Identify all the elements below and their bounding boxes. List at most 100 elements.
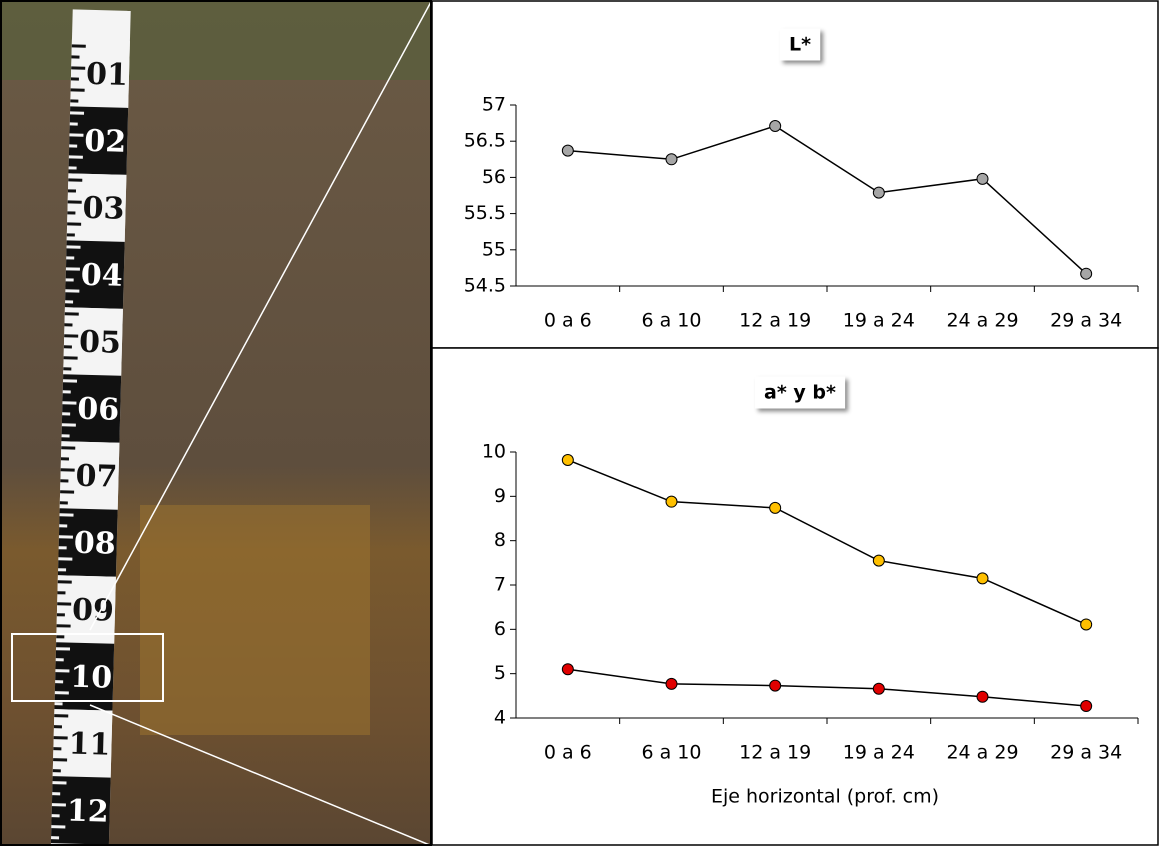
x-tick-label: 12 a 19 <box>739 742 811 764</box>
data-point <box>977 691 988 702</box>
tape-label: 12 <box>66 794 109 830</box>
x-tick-label: 29 a 34 <box>1050 742 1122 764</box>
data-point <box>873 555 884 566</box>
tape-label: 11 <box>68 727 111 763</box>
x-tick-label: 19 a 24 <box>843 742 915 764</box>
y-tick-label: 7 <box>494 574 506 596</box>
tape-tick <box>60 501 68 504</box>
tape-tick <box>57 591 65 594</box>
tape-label: 05 <box>79 325 122 361</box>
y-tick-label: 5 <box>494 662 506 684</box>
tape-tick <box>71 55 79 58</box>
y-tick-label: 8 <box>494 529 506 551</box>
tape-tick <box>57 602 71 605</box>
tape-tick <box>62 434 70 437</box>
ochre-layer <box>140 505 370 735</box>
data-point <box>977 573 988 584</box>
tape-tick <box>56 635 64 638</box>
data-point <box>873 187 884 198</box>
tape-tick <box>51 836 59 839</box>
data-point <box>562 145 573 156</box>
tape-tick <box>62 412 70 415</box>
tape-label: 04 <box>80 258 123 294</box>
data-point <box>666 496 677 507</box>
tape-tick <box>56 647 70 650</box>
tape-tick <box>55 702 63 705</box>
data-point <box>770 120 781 131</box>
x-tick-label: 29 a 34 <box>1050 310 1122 332</box>
tape-tick <box>66 267 80 270</box>
tape-tick <box>59 513 73 516</box>
tape-label: 01 <box>86 57 129 93</box>
y-tick-label: 56.5 <box>464 130 506 152</box>
tape-tick <box>52 803 66 806</box>
tape-tick <box>66 245 80 248</box>
tape-tick <box>53 769 61 772</box>
tape-tick <box>66 256 74 259</box>
tape-tick <box>69 133 83 136</box>
tape-tick <box>58 568 66 571</box>
data-point <box>666 678 677 689</box>
tape-tick <box>63 390 71 393</box>
y-tick-label: 55.5 <box>464 202 506 224</box>
x-tick-label: 0 a 6 <box>544 742 592 764</box>
x-tick-label: 24 a 29 <box>946 742 1018 764</box>
tape-tick <box>52 814 60 817</box>
data-point <box>770 502 781 513</box>
data-point <box>562 664 573 675</box>
data-point <box>873 683 884 694</box>
y-tick-label: 56 <box>482 166 506 188</box>
x-tick-label: 6 a 10 <box>642 742 702 764</box>
tape-tick <box>67 211 75 214</box>
y-tick-label: 9 <box>494 485 506 507</box>
data-point <box>666 154 677 165</box>
y-tick-label: 10 <box>482 441 506 463</box>
y-tick-label: 55 <box>482 238 506 260</box>
data-point <box>1081 619 1092 630</box>
tape-tick <box>59 535 73 538</box>
x-tick-label: 19 a 24 <box>843 310 915 332</box>
tape-tick <box>54 714 68 717</box>
grass <box>0 0 432 80</box>
tape-tick <box>64 334 78 337</box>
tape-tick <box>53 758 67 761</box>
tape-tick <box>64 323 72 326</box>
tape-tick <box>52 792 60 795</box>
tape-tick <box>51 825 65 828</box>
tape-tick <box>52 781 66 784</box>
tape-tick <box>54 725 62 728</box>
tape-tick <box>58 557 72 560</box>
tape-tick <box>71 66 85 69</box>
tape-label: 06 <box>77 392 120 428</box>
tape-tick <box>63 367 71 370</box>
chart-title: a* y b* <box>764 382 836 404</box>
tape-tick <box>55 669 69 672</box>
tape-tick <box>65 289 79 292</box>
x-axis-label: Eje horizontal (prof. cm) <box>711 786 939 808</box>
x-tick-label: 6 a 10 <box>642 310 702 332</box>
tape-label: 03 <box>82 191 125 227</box>
tape-tick <box>62 423 76 426</box>
data-point <box>1081 701 1092 712</box>
tape-tick <box>72 44 86 47</box>
tape-tick <box>64 345 72 348</box>
tape-tick <box>59 546 67 549</box>
tape-tick <box>55 691 69 694</box>
data-point <box>977 173 988 184</box>
data-point <box>562 454 573 465</box>
tape-tick <box>65 300 73 303</box>
tape-tick <box>62 401 76 404</box>
y-tick-label: 54.5 <box>464 275 506 297</box>
data-point <box>1081 268 1092 279</box>
tape-tick <box>66 278 74 281</box>
tape-tick <box>61 468 75 471</box>
tape-tick <box>70 99 78 102</box>
y-tick-label: 6 <box>494 618 506 640</box>
tape-tick <box>67 233 75 236</box>
tape-tick <box>69 144 77 147</box>
x-tick-label: 24 a 29 <box>946 310 1018 332</box>
tape-label: 08 <box>73 526 116 562</box>
tape-label: 10 <box>70 660 113 696</box>
tape-tick <box>64 356 78 359</box>
tape-tick <box>67 222 81 225</box>
